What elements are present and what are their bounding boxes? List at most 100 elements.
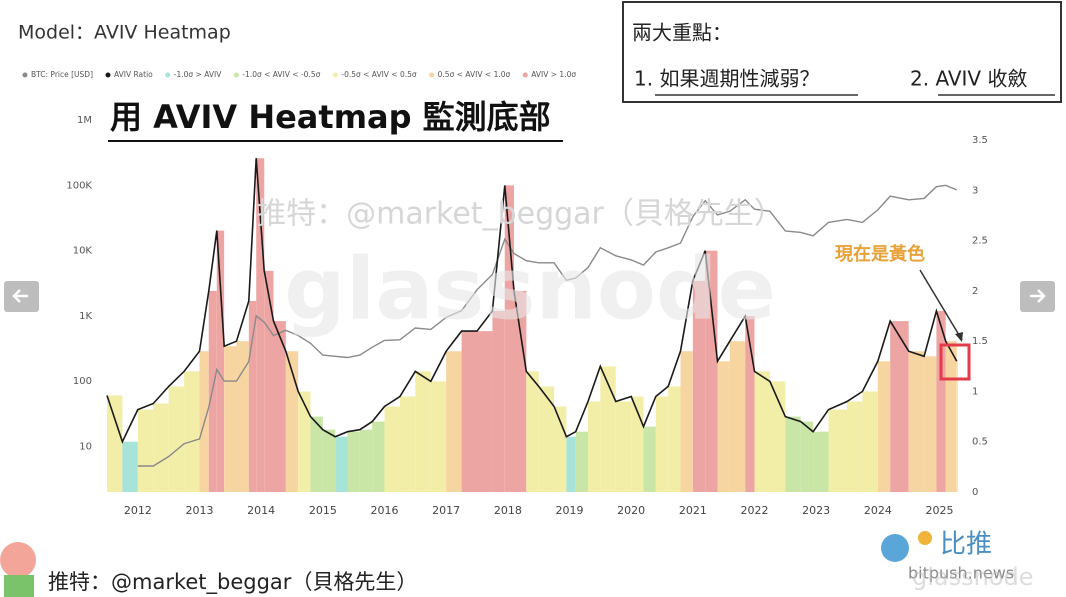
prev-icon (12, 289, 28, 303)
heat-column (908, 351, 925, 492)
heat-column (322, 429, 336, 492)
heat-column (643, 426, 656, 492)
heat-column (717, 361, 730, 492)
heat-column (248, 300, 257, 492)
heat-column (122, 441, 138, 492)
x-tick-label: 2016 (371, 504, 399, 517)
heat-column (668, 386, 681, 492)
legend-label: -1.0σ < AVIV < -0.5σ (242, 70, 320, 79)
heat-column (298, 391, 311, 492)
y2-tick-label: 2.5 (972, 236, 988, 247)
heat-column (705, 250, 718, 492)
annotation-arrow (919, 269, 963, 341)
note-point: 2. AVIV 收斂 (910, 67, 1027, 91)
legend-marker (22, 72, 28, 78)
heat-column (216, 230, 225, 492)
site: bitpush.news (908, 564, 1014, 583)
note-point: 1. 如果週期性減弱？ (634, 67, 819, 91)
heat-column (168, 386, 185, 492)
legend-marker (105, 72, 111, 78)
avatar-shirt (4, 575, 34, 597)
x-tick-label: 2020 (617, 504, 645, 517)
x-tick-label: 2024 (864, 504, 892, 517)
legend-label: BTC: Price [USD] (31, 70, 93, 79)
heat-column (566, 436, 576, 492)
legend-label: -0.5σ < AVIV < 0.5σ (341, 70, 417, 79)
heat-column (399, 396, 416, 492)
heat-column (415, 371, 431, 492)
legend-label: AVIV > 1.0σ (531, 70, 576, 79)
y2-tick-label: 1.5 (972, 336, 988, 347)
bird-logo (881, 534, 909, 562)
heat-column (264, 270, 274, 492)
y-tick-label: 1M (77, 115, 92, 126)
chart-title: Model：AVIV Heatmap (18, 22, 231, 44)
legend-label: -1.0σ > AVIV (174, 70, 222, 79)
headline: 用 AVIV Heatmap 監測底部 (110, 98, 551, 136)
heat-column (224, 346, 237, 492)
heat-column (285, 351, 299, 492)
x-tick-label: 2022 (741, 504, 769, 517)
y-tick-label: 100 (73, 376, 92, 387)
x-tick-label: 2012 (124, 504, 152, 517)
heat-column (936, 311, 946, 492)
y2-tick-label: 0.5 (972, 437, 988, 448)
heat-column (847, 401, 863, 492)
y2-tick-label: 0 (972, 487, 978, 498)
plot (106, 158, 958, 493)
x-tick-label: 2013 (186, 504, 214, 517)
watermark-handle: 推特：@market_beggar（貝格先生） (256, 197, 784, 232)
heat-column (184, 371, 200, 492)
note-box (622, 1, 1062, 103)
arrow-head (955, 332, 963, 342)
legend-marker (332, 72, 338, 78)
heat-column (430, 381, 447, 492)
heat-column (862, 391, 878, 492)
x-tick-label: 2014 (247, 504, 275, 517)
heat-column (924, 356, 937, 492)
coin-logo (918, 531, 932, 545)
heat-column (384, 406, 400, 492)
y2-tick-label: 1 (972, 386, 978, 397)
heat-column (692, 280, 706, 492)
heat-column (153, 403, 169, 492)
avatar (0, 542, 36, 578)
note-heading: 兩大重點： (632, 21, 732, 45)
heat-column (236, 341, 249, 492)
legend-label: AVIV Ratio (114, 70, 153, 79)
x-tick-label: 2015 (309, 504, 337, 517)
heat-column (446, 351, 462, 492)
heat-column (785, 416, 801, 492)
heat-column (256, 158, 265, 493)
heat-column (335, 436, 348, 492)
y-tick-label: 10K (73, 246, 93, 257)
y2-tick-label: 3.5 (972, 135, 988, 146)
annotation: 現在是黃色 (835, 243, 925, 265)
heat-column (504, 185, 514, 492)
heat-column (107, 395, 123, 492)
heat-column (575, 431, 588, 492)
heat-column (877, 361, 891, 492)
heat-column (754, 371, 770, 492)
heat-column (526, 371, 539, 492)
footer-handle: 推特：@market_beggar（貝格先生） (48, 570, 417, 595)
series-line (106, 158, 958, 444)
heat-column (492, 311, 505, 492)
heat-column (956, 361, 958, 492)
heat-column (137, 409, 154, 492)
heat-column (554, 406, 567, 492)
heat-column (347, 431, 360, 492)
heat-column (813, 431, 829, 492)
heat-column (372, 421, 385, 492)
y-tick-label: 1K (79, 311, 92, 322)
heat-column (588, 401, 601, 492)
heat-column (273, 321, 286, 492)
legend-marker (165, 72, 171, 78)
y2-tick-label: 3 (972, 185, 978, 196)
y-tick-label: 10 (79, 441, 92, 452)
heat-column (615, 401, 632, 492)
legend-marker (522, 72, 528, 78)
logo-watermark: glassnode (912, 563, 1034, 591)
